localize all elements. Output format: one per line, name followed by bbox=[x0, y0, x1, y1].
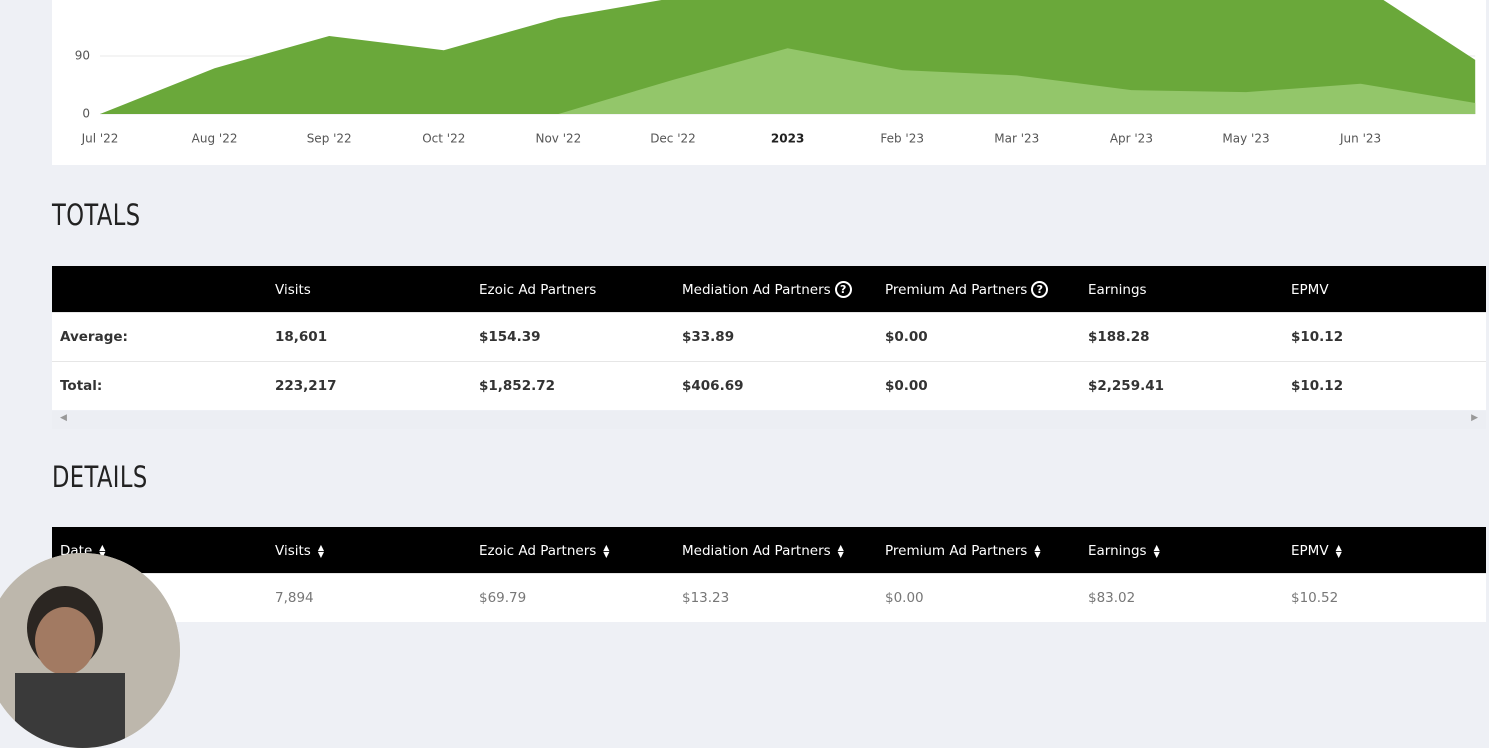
column-label: Ezoic Ad Partners bbox=[479, 281, 597, 298]
table-row: 7,894 $69.79 $13.23 $0.00 $83.02 $10.52 bbox=[52, 573, 1486, 622]
sort-icon[interactable]: ▲ ▼ bbox=[1034, 542, 1041, 559]
table-cell: $13.23 bbox=[682, 590, 730, 606]
table-cell: $406.69 bbox=[682, 378, 744, 394]
table-cell: $69.79 bbox=[479, 590, 527, 606]
x-tick-label: Nov '22 bbox=[535, 132, 581, 146]
x-tick-label: Aug '22 bbox=[192, 132, 238, 146]
x-tick-label: Jul '22 bbox=[81, 132, 119, 146]
x-tick-label: Apr '23 bbox=[1110, 132, 1153, 146]
area bbox=[100, 48, 1476, 115]
table-cell: $10.52 bbox=[1291, 590, 1339, 606]
x-tick-label: Jun '23 bbox=[1339, 132, 1381, 146]
column-label: Premium Ad Partners bbox=[885, 281, 1028, 298]
sort-icon[interactable]: ▲ ▼ bbox=[1153, 542, 1160, 559]
webcam-overlay bbox=[0, 553, 180, 748]
column-header[interactable]: Ezoic Ad Partners ▲ ▼ bbox=[479, 527, 609, 574]
column-header: Mediation Ad Partners? bbox=[682, 266, 852, 313]
column-header[interactable]: Mediation Ad Partners ▲ ▼ bbox=[682, 527, 844, 574]
column-label: Mediation Ad Partners bbox=[682, 281, 831, 298]
column-header: Visits bbox=[275, 266, 311, 313]
column-header: Premium Ad Partners? bbox=[885, 266, 1049, 313]
column-label: Earnings bbox=[1088, 281, 1147, 298]
help-icon[interactable]: ? bbox=[834, 281, 852, 298]
x-tick-label: Sep '22 bbox=[307, 132, 352, 146]
table-cell: $10.12 bbox=[1291, 378, 1344, 394]
column-label: Premium Ad Partners bbox=[885, 542, 1028, 559]
table-header: Visits Ezoic Ad Partners Mediation Ad Part… bbox=[52, 266, 1486, 313]
table-cell: 18,601 bbox=[275, 329, 328, 345]
column-header[interactable]: Premium Ad Partners ▲ ▼ bbox=[885, 527, 1040, 574]
table-header: Date ▲ ▼ Visits ▲ ▼ Ezoic Ad Partners ▲ ▼ Mediati… bbox=[52, 527, 1486, 574]
x-tick-label: Mar '23 bbox=[994, 132, 1039, 146]
x-tick-label: Feb '23 bbox=[880, 132, 924, 146]
totals-title: TOTALS bbox=[52, 198, 141, 232]
sort-icon[interactable]: ▲ ▼ bbox=[1335, 542, 1342, 559]
column-label: Earnings bbox=[1088, 542, 1147, 559]
row-label: Total: bbox=[60, 378, 103, 394]
table-cell: $0.00 bbox=[885, 329, 928, 345]
table-row: Total: 223,217 $1,852.72 $406.69 $0.00 $2,259… bbox=[52, 361, 1486, 410]
sort-icon[interactable]: ▲ ▼ bbox=[837, 542, 844, 559]
y-tick-label: 90 bbox=[75, 49, 90, 63]
x-tick-label: May '23 bbox=[1222, 132, 1269, 146]
table-row: Average: 18,601 $154.39 $33.89 $0.00 $188.28 $… bbox=[52, 312, 1486, 361]
chart: 0 90 Jul '22 Aug '22 Sep '22 Oct '22 Nov '22 De… bbox=[75, 0, 1476, 146]
row-label: Average: bbox=[60, 329, 128, 345]
plot bbox=[100, 0, 1476, 115]
table-cell: 223,217 bbox=[275, 378, 337, 394]
table-cell: $1,852.72 bbox=[479, 378, 556, 394]
column-header[interactable]: Earnings ▲ ▼ bbox=[1088, 527, 1160, 574]
column-header: EPMV bbox=[1291, 266, 1329, 313]
x-tick-label: 2023 bbox=[771, 132, 804, 146]
table-cell: 7,894 bbox=[275, 590, 314, 606]
table-cell: $83.02 bbox=[1088, 590, 1136, 606]
column-label: EPMV bbox=[1291, 281, 1329, 298]
column-label: Mediation Ad Partners bbox=[682, 542, 831, 559]
x-tick-label: Dec '22 bbox=[650, 132, 696, 146]
sort-icon[interactable]: ▲ ▼ bbox=[99, 542, 106, 559]
details-title: DETAILS bbox=[52, 460, 148, 494]
table-cell: $0.00 bbox=[885, 590, 924, 606]
y-tick-label: 0 bbox=[82, 107, 90, 121]
table-cell: $10.12 bbox=[1291, 329, 1344, 345]
scrollbar[interactable]: ◀ ▶ bbox=[52, 411, 1486, 429]
sort-icon[interactable]: ▲ ▼ bbox=[317, 542, 324, 559]
help-icon[interactable]: ? bbox=[1031, 281, 1049, 298]
table-cell: $2,259.41 bbox=[1088, 378, 1165, 394]
column-header: Earnings bbox=[1088, 266, 1147, 313]
column-header[interactable]: Visits ▲ ▼ bbox=[275, 527, 324, 574]
x-tick-label: Oct '22 bbox=[422, 132, 465, 146]
table-cell: $0.00 bbox=[885, 378, 928, 394]
column-label: EPMV bbox=[1291, 542, 1329, 559]
sort-icon[interactable]: ▲ ▼ bbox=[603, 542, 610, 559]
table-cell: $154.39 bbox=[479, 329, 541, 345]
column-header: Ezoic Ad Partners bbox=[479, 266, 596, 313]
column-label: Visits bbox=[275, 542, 311, 559]
column-label: Visits bbox=[275, 281, 311, 298]
column-label: Ezoic Ad Partners bbox=[479, 542, 597, 559]
table-cell: $188.28 bbox=[1088, 329, 1150, 345]
webcam-image bbox=[0, 553, 180, 748]
table-cell: $33.89 bbox=[682, 329, 735, 345]
column-header[interactable]: EPMV ▲ ▼ bbox=[1291, 527, 1342, 574]
